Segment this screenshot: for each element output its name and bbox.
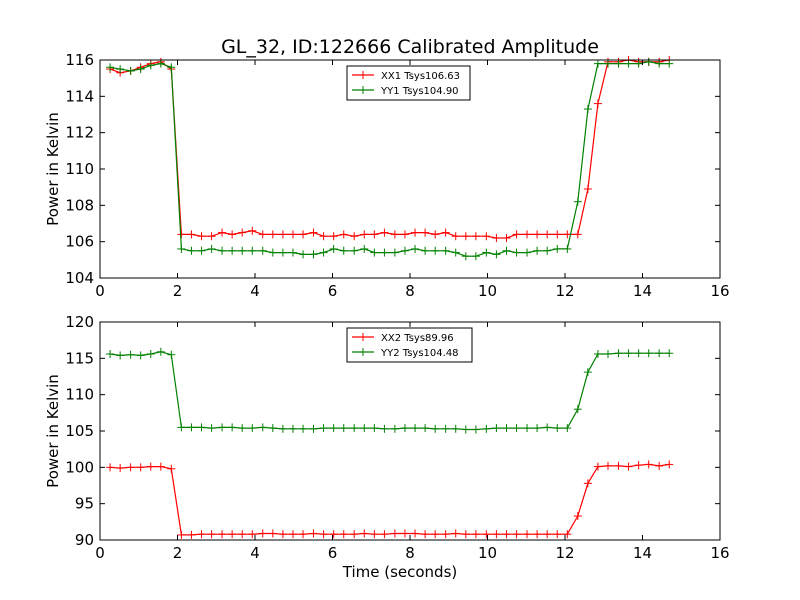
- plot1-legend-label-2: YY1 Tsys104.90: [380, 86, 459, 97]
- plot2-ytick-label-115: 115: [65, 349, 94, 367]
- plot2-group: 0 2 4 6 8 10 12 14 16 90 95 100 105 110 115 120 Power in…: [44, 313, 730, 581]
- plot2-xtick-label-0: 0: [95, 544, 105, 562]
- plot2-legend-box: [346, 327, 473, 363]
- plot1-ylabel: Power in Kelvin: [44, 112, 62, 226]
- figure-title: GL_32, ID:122666 Calibrated Amplitude: [221, 36, 599, 58]
- plot1-ytick-label-106: 106: [65, 233, 94, 251]
- plot1-group: 0 2 4 6 8 10 12 14 16 104 106 108 110 112 114 116 Power …: [44, 51, 730, 300]
- plot2-xtick-label-16: 16: [710, 544, 729, 562]
- plot2-ytick-label-110: 110: [65, 386, 94, 404]
- plot1-xtick-label-12: 12: [555, 282, 574, 300]
- plot2-legend: XX2 Tsys89.96 YY2 Tsys104.48: [346, 327, 473, 363]
- charts-group: 0 2 4 6 8 10 12 14 16104106108110112114116Power …: [44, 51, 730, 581]
- plot2-ylabel: Power in Kelvin: [44, 374, 62, 488]
- plot2-xtick-label-2: 2: [173, 544, 183, 562]
- plot2-xtick-label-4: 4: [250, 544, 260, 562]
- plot1-ytick-label-116: 116: [65, 51, 94, 69]
- plot2-xtick-label-10: 10: [478, 544, 497, 562]
- plot2-xtick-label-14: 14: [633, 544, 652, 562]
- plot2-ytick-label-90: 90: [75, 531, 94, 549]
- plot2-xlabel: Time (seconds): [342, 563, 458, 581]
- plot1-xtick-label-10: 10: [478, 282, 497, 300]
- plot2-ytick-label-100: 100: [65, 458, 94, 476]
- plot2-ytick-label-95: 95: [75, 495, 94, 513]
- plot1-ytick-label-114: 114: [65, 87, 94, 105]
- plot2-xtick-label-8: 8: [405, 544, 415, 562]
- plot2-legend-label-2: YY2 Tsys104.48: [380, 348, 459, 359]
- plot1-ytick-label-112: 112: [65, 124, 94, 142]
- plot1-legend: XX1 Tsys106.63 YY1 Tsys104.90: [346, 65, 471, 101]
- plot1-xtick-label-0: 0: [95, 282, 105, 300]
- plot1-legend-label-1: XX1 Tsys106.63: [381, 71, 460, 82]
- plot1-xtick-label-2: 2: [173, 282, 183, 300]
- plot1-xtick-label-16: 16: [710, 282, 729, 300]
- plot2-ytick-label-120: 120: [65, 313, 94, 331]
- plot1-ytick-label-110: 110: [65, 160, 94, 178]
- plot1-legend-box: [346, 65, 471, 101]
- plot1-xtick-label-4: 4: [250, 282, 260, 300]
- plot2-ytick-label-105: 105: [65, 422, 94, 440]
- plot2-legend-label-1: XX2 Tsys89.96: [381, 333, 454, 344]
- plot1-xtick-label-14: 14: [633, 282, 652, 300]
- plot1-ytick-label-104: 104: [65, 269, 94, 287]
- plot2-xtick-label-12: 12: [555, 544, 574, 562]
- plot1-xtick-label-6: 6: [328, 282, 338, 300]
- plot2-xtick-label-6: 6: [328, 544, 338, 562]
- plot1-ytick-label-108: 108: [65, 196, 94, 214]
- plot1-xtick-label-8: 8: [405, 282, 415, 300]
